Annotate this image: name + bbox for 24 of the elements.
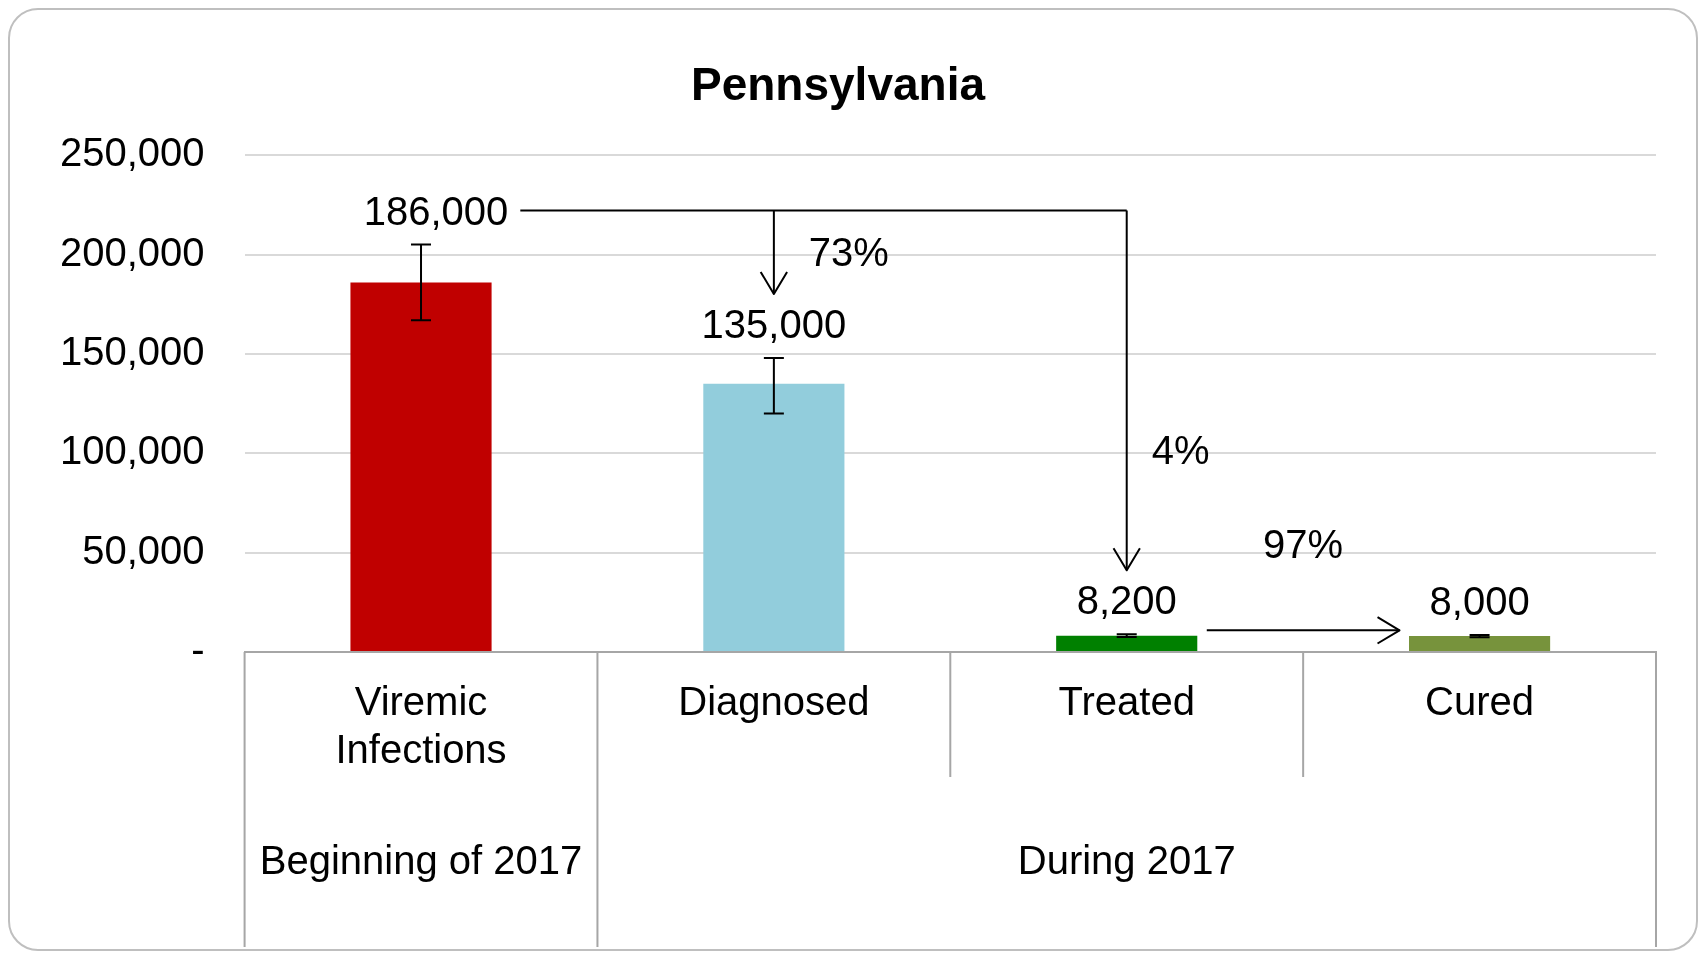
text: Beginning of 2017 <box>259 838 583 883</box>
x-tick-label: Treated <box>1058 679 1195 724</box>
x-tick-label: Cured <box>1425 679 1535 724</box>
data-label: 186,000 <box>363 188 509 233</box>
chart-title: Pennsylvania <box>690 58 986 111</box>
y-tick-label: 200,000 <box>60 229 205 274</box>
annotation: 97% <box>1263 522 1344 567</box>
x-tick-label: Viremic Infections <box>335 679 507 772</box>
annotation: 4% <box>1151 428 1210 473</box>
text: During 2017 <box>1017 838 1236 883</box>
bar <box>350 282 492 651</box>
annotation: 73% <box>808 229 889 274</box>
bar <box>1056 635 1198 651</box>
bar <box>703 383 845 651</box>
y-tick-label: - <box>191 627 205 672</box>
y-tick-label: 50,000 <box>82 527 205 572</box>
y-tick-label: 100,000 <box>60 428 205 473</box>
data-label: 8,200 <box>1076 578 1177 623</box>
bar <box>1409 636 1551 651</box>
data-label: 135,000 <box>701 301 847 346</box>
x-tick-label: Diagnosed <box>678 679 870 724</box>
y-tick-label: 250,000 <box>60 130 205 175</box>
data-label: 8,000 <box>1429 578 1530 623</box>
y-tick-label: 150,000 <box>60 328 205 373</box>
